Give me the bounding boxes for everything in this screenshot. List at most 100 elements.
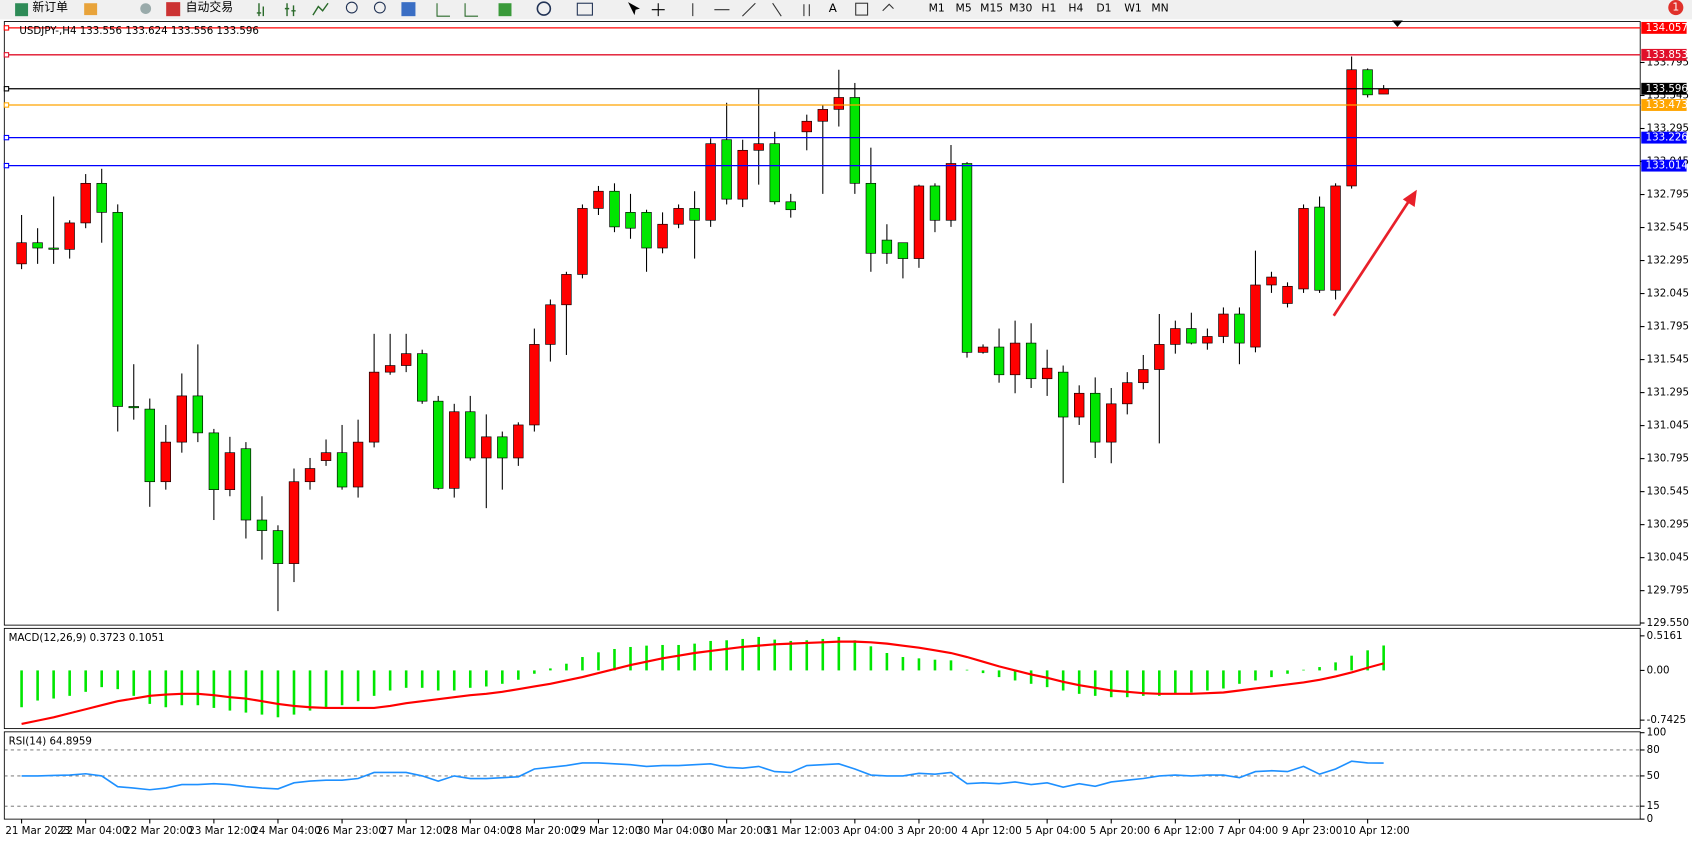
y-tick-label: 132.295	[1647, 255, 1689, 267]
candle-body	[192, 395, 204, 434]
auto-trading-button[interactable]: 自动交易	[186, 0, 233, 14]
macd-bar	[709, 640, 712, 671]
x-tick-label: 5 Apr 20:00	[1090, 825, 1150, 837]
candle-body	[785, 201, 796, 211]
draw-tools[interactable]	[692, 2, 810, 17]
periods-icon[interactable]	[536, 1, 552, 16]
timeframe-button[interactable]: MN	[1151, 2, 1168, 15]
zoom-in-icon[interactable]	[345, 1, 358, 14]
x-tick-label: 9 Apr 23:00	[1282, 825, 1342, 837]
level-label: 133.853	[1646, 49, 1688, 61]
trend-arrow-shaft	[1332, 199, 1411, 317]
crosshair-tool[interactable]	[651, 3, 665, 17]
macd-bar	[1029, 670, 1033, 684]
timeframe-button[interactable]: W1	[1124, 2, 1142, 15]
indicators-icon[interactable]	[498, 3, 512, 17]
macd-bar	[1013, 670, 1017, 681]
macd-bar	[1254, 670, 1257, 681]
candle-body	[96, 182, 107, 213]
macd-bar	[484, 670, 488, 687]
arrow-tool[interactable]	[882, 3, 894, 12]
strategy-icon[interactable]	[84, 3, 98, 16]
timeframe-button[interactable]: M15	[980, 2, 1003, 15]
pane-title: RSI(14) 64.8959	[9, 736, 92, 748]
text-tool[interactable]: A	[829, 1, 838, 15]
y-tick-label: 130.045	[1647, 552, 1689, 564]
macd-bar	[565, 663, 568, 671]
line-chart-icon[interactable]	[312, 2, 329, 16]
level-handle	[3, 86, 10, 92]
candle-body	[128, 406, 139, 409]
macd-bar	[1334, 662, 1337, 671]
x-tick-label: 31 Mar 12:00	[765, 825, 833, 837]
candle-body	[336, 452, 348, 488]
candle-body	[529, 344, 540, 426]
candle-body	[304, 468, 316, 483]
y-tick-label: 80	[1647, 744, 1660, 756]
macd-bar	[52, 670, 55, 699]
candle-body	[368, 371, 380, 443]
timeframe-button[interactable]: M1	[929, 2, 945, 15]
candle-body	[224, 452, 236, 490]
macd-bar	[100, 670, 103, 688]
x-tick-label: 6 Apr 12:00	[1154, 825, 1214, 837]
candle-body	[625, 212, 636, 229]
y-tick-label: 0	[1647, 813, 1654, 825]
notification-count[interactable]: 1	[1672, 1, 1679, 14]
x-tick-label: 3 Apr 20:00	[897, 825, 957, 837]
new-order-button[interactable]: 新订单	[32, 0, 68, 14]
pane-title: MACD(12,26,9) 0.3723 0.1051	[9, 632, 165, 644]
notification-badge[interactable]	[1668, 0, 1684, 16]
macd-bar	[853, 640, 857, 671]
candle-body	[689, 208, 700, 221]
timeframe-button[interactable]: D1	[1096, 2, 1111, 15]
scroll-icons[interactable]	[436, 3, 479, 17]
tile-icon[interactable]	[401, 2, 416, 17]
templates-icon[interactable]	[576, 2, 593, 16]
level-label: 133.226	[1646, 132, 1688, 144]
macd-bar	[837, 636, 841, 671]
macd-bar	[244, 670, 248, 713]
timeframe-button[interactable]: H1	[1041, 2, 1056, 15]
y-tick-label: 129.795	[1647, 585, 1689, 597]
y-tick-label: 15	[1647, 800, 1660, 812]
label-tool[interactable]	[855, 2, 869, 16]
new-order-icon[interactable]	[15, 3, 29, 17]
candle-body	[160, 441, 171, 483]
macd-bar	[260, 670, 264, 715]
bar-chart-icon[interactable]	[256, 3, 264, 17]
candle-body	[1314, 206, 1325, 291]
macd-bar	[1222, 670, 1225, 689]
x-tick-label: 29 Mar 12:00	[573, 825, 641, 837]
candle-body	[465, 411, 476, 459]
macd-signal	[21, 640, 1384, 726]
level-label-box	[1641, 159, 1687, 172]
candle-body	[1282, 285, 1293, 304]
candle-body	[176, 395, 188, 443]
macd-bar	[436, 670, 440, 691]
trend-arrow-head	[1402, 189, 1417, 207]
signal-icon[interactable]	[140, 3, 152, 15]
macd-bar	[677, 644, 680, 671]
zoom-out-icon[interactable]	[373, 1, 386, 14]
macd-bar	[725, 640, 728, 671]
timeframe-button[interactable]: M30	[1009, 2, 1032, 15]
candle-chart-icon[interactable]	[284, 3, 296, 17]
auto-trading-icon[interactable]	[166, 2, 181, 17]
cursor-tool[interactable]	[628, 2, 640, 16]
timeframe-button[interactable]: H4	[1068, 2, 1083, 15]
macd-bar	[20, 670, 23, 708]
candle-body	[593, 190, 604, 209]
macd-bar	[388, 670, 392, 691]
timeframe-button[interactable]: M5	[956, 2, 972, 15]
candle-body	[561, 274, 572, 306]
level-handle	[3, 134, 10, 141]
x-tick-label: 21 Mar 2023	[5, 825, 70, 837]
y-tick-label: 131.795	[1647, 321, 1689, 333]
macd-bar	[228, 670, 232, 711]
level-label-box	[1641, 21, 1687, 34]
chart-area: 133.795133.545133.295133.045132.795132.5…	[3, 21, 1689, 837]
pane-frame	[3, 21, 1641, 626]
macd-bar	[1318, 667, 1321, 671]
level-handle	[3, 102, 10, 108]
